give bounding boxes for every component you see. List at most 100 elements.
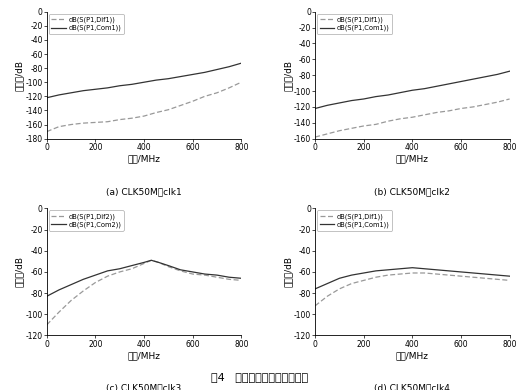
dB(S(P1,Com1))	[202, 70, 208, 75]
dB(S(P1,Dif1))	[470, 105, 476, 109]
dB(S(P1,Com1))	[116, 83, 123, 88]
dB(S(P1,Com2))	[44, 294, 50, 299]
Line: dB(S(P1,Dif1)): dB(S(P1,Dif1))	[315, 99, 510, 137]
dB(S(P1,Com1))	[214, 67, 220, 72]
dB(S(P1,Com1))	[482, 74, 488, 79]
dB(S(P1,Com1))	[482, 272, 488, 277]
dB(S(P1,Com1))	[80, 89, 86, 93]
dB(S(P1,Dif1))	[373, 122, 379, 127]
dB(S(P1,Com1))	[446, 269, 452, 273]
Text: 图4   版图设计方案一仿真结果: 图4 版图设计方案一仿真结果	[212, 372, 308, 382]
dB(S(P1,Dif2))	[80, 289, 86, 293]
dB(S(P1,Com1))	[409, 265, 415, 270]
dB(S(P1,Dif1))	[80, 121, 86, 126]
dB(S(P1,Dif1))	[434, 110, 440, 115]
Line: dB(S(P1,Com1)): dB(S(P1,Com1))	[315, 268, 510, 289]
dB(S(P1,Com1))	[373, 269, 379, 273]
Text: (b) CLK50M与clk2: (b) CLK50M与clk2	[374, 187, 450, 196]
dB(S(P1,Dif1))	[385, 273, 391, 277]
dB(S(P1,Dif1))	[397, 272, 404, 277]
dB(S(P1,Dif2))	[238, 278, 244, 283]
dB(S(P1,Com1))	[458, 79, 464, 84]
dB(S(P1,Dif1))	[312, 135, 318, 139]
dB(S(P1,Com2))	[141, 260, 147, 265]
dB(S(P1,Dif1))	[68, 122, 74, 127]
dB(S(P1,Dif1))	[312, 303, 318, 308]
dB(S(P1,Com2))	[155, 260, 162, 265]
dB(S(P1,Dif2))	[116, 269, 123, 274]
dB(S(P1,Com1))	[361, 271, 367, 275]
dB(S(P1,Com2))	[105, 269, 111, 273]
dB(S(P1,Dif1))	[458, 274, 464, 278]
Line: dB(S(P1,Dif1)): dB(S(P1,Dif1))	[47, 82, 241, 131]
dB(S(P1,Com1))	[397, 90, 404, 95]
dB(S(P1,Dif1))	[189, 99, 196, 104]
dB(S(P1,Dif1))	[506, 278, 513, 283]
X-axis label: 频率/MHz: 频率/MHz	[127, 154, 161, 163]
dB(S(P1,Com1))	[421, 266, 427, 271]
dB(S(P1,Com1))	[312, 287, 318, 291]
dB(S(P1,Dif1))	[421, 112, 427, 117]
dB(S(P1,Com1))	[470, 271, 476, 275]
dB(S(P1,Com2))	[80, 277, 86, 282]
dB(S(P1,Dif1))	[409, 115, 415, 120]
dB(S(P1,Com1))	[189, 72, 196, 77]
dB(S(P1,Dif1))	[336, 128, 343, 133]
dB(S(P1,Com2))	[202, 272, 208, 277]
Text: (d) CLK50M与clk4: (d) CLK50M与clk4	[374, 384, 450, 390]
Line: dB(S(P1,Com1)): dB(S(P1,Com1))	[315, 71, 510, 108]
dB(S(P1,Com1))	[361, 97, 367, 101]
dB(S(P1,Dif1))	[409, 271, 415, 275]
Y-axis label: 隔离度/dB: 隔离度/dB	[15, 257, 24, 287]
dB(S(P1,Dif1))	[226, 85, 232, 90]
dB(S(P1,Com1))	[226, 64, 232, 69]
Line: dB(S(P1,Com2)): dB(S(P1,Com2))	[47, 260, 241, 296]
dB(S(P1,Com1))	[141, 80, 147, 85]
Y-axis label: 隔离度/dB: 隔离度/dB	[283, 257, 292, 287]
dB(S(P1,Dif2))	[44, 323, 50, 327]
dB(S(P1,Com2))	[68, 282, 74, 287]
X-axis label: 频率/MHz: 频率/MHz	[396, 154, 429, 163]
dB(S(P1,Com1))	[336, 101, 343, 105]
dB(S(P1,Dif1))	[361, 124, 367, 128]
dB(S(P1,Com1))	[409, 88, 415, 92]
dB(S(P1,Dif1))	[434, 272, 440, 277]
dB(S(P1,Com1))	[397, 266, 404, 271]
dB(S(P1,Com1))	[177, 74, 184, 79]
dB(S(P1,Com1))	[348, 98, 355, 103]
Y-axis label: 隔离度/dB: 隔离度/dB	[283, 60, 292, 90]
dB(S(P1,Dif1))	[373, 275, 379, 280]
dB(S(P1,Dif1))	[348, 281, 355, 286]
dB(S(P1,Com1))	[56, 92, 62, 97]
dB(S(P1,Com1))	[324, 103, 330, 108]
dB(S(P1,Com1))	[238, 61, 244, 66]
dB(S(P1,Com2))	[129, 263, 135, 268]
dB(S(P1,Dif1))	[446, 108, 452, 113]
dB(S(P1,Com1))	[44, 96, 50, 100]
dB(S(P1,Com1))	[470, 77, 476, 82]
Line: dB(S(P1,Dif2)): dB(S(P1,Dif2))	[47, 260, 241, 325]
dB(S(P1,Com2))	[165, 263, 172, 268]
dB(S(P1,Dif1))	[446, 273, 452, 277]
dB(S(P1,Com1))	[129, 82, 135, 87]
dB(S(P1,Com1))	[446, 82, 452, 86]
dB(S(P1,Dif2))	[56, 310, 62, 314]
dB(S(P1,Com1))	[68, 90, 74, 95]
dB(S(P1,Dif2))	[92, 280, 98, 285]
dB(S(P1,Dif1))	[92, 120, 98, 125]
dB(S(P1,Dif1))	[385, 119, 391, 124]
dB(S(P1,Dif2))	[105, 274, 111, 278]
X-axis label: 频率/MHz: 频率/MHz	[396, 351, 429, 360]
Line: dB(S(P1,Com1)): dB(S(P1,Com1))	[47, 63, 241, 98]
dB(S(P1,Dif1))	[177, 103, 184, 108]
Legend: dB(S(P1,Dif1)), dB(S(P1,Com1)): dB(S(P1,Dif1)), dB(S(P1,Com1))	[317, 211, 392, 231]
dB(S(P1,Dif1))	[361, 278, 367, 283]
dB(S(P1,Dif1))	[324, 131, 330, 136]
dB(S(P1,Com1))	[92, 87, 98, 92]
dB(S(P1,Com1))	[348, 273, 355, 277]
dB(S(P1,Com1))	[153, 78, 159, 82]
Line: dB(S(P1,Dif1)): dB(S(P1,Dif1))	[315, 273, 510, 306]
dB(S(P1,Com1))	[458, 269, 464, 274]
dB(S(P1,Com2))	[226, 275, 232, 280]
dB(S(P1,Com1))	[506, 274, 513, 278]
